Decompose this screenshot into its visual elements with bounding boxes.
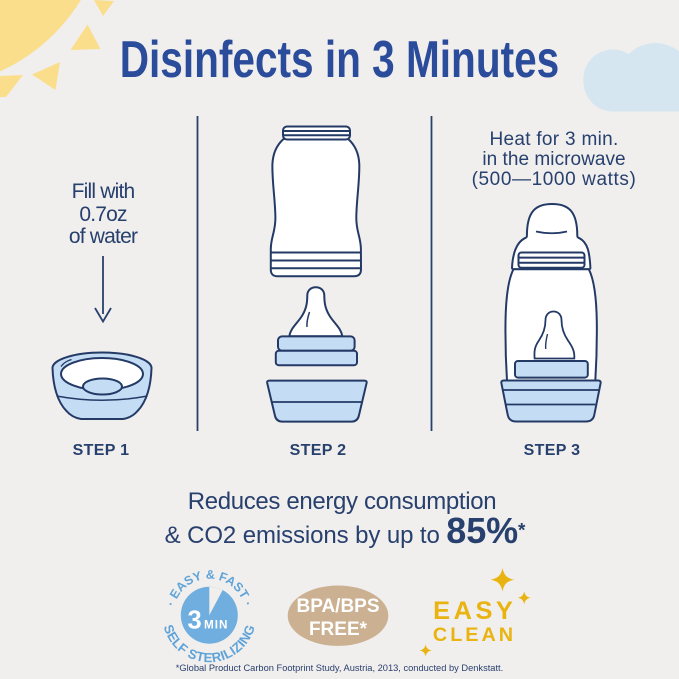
svg-text:3: 3	[188, 607, 202, 635]
svg-text:MIN: MIN	[204, 618, 228, 631]
